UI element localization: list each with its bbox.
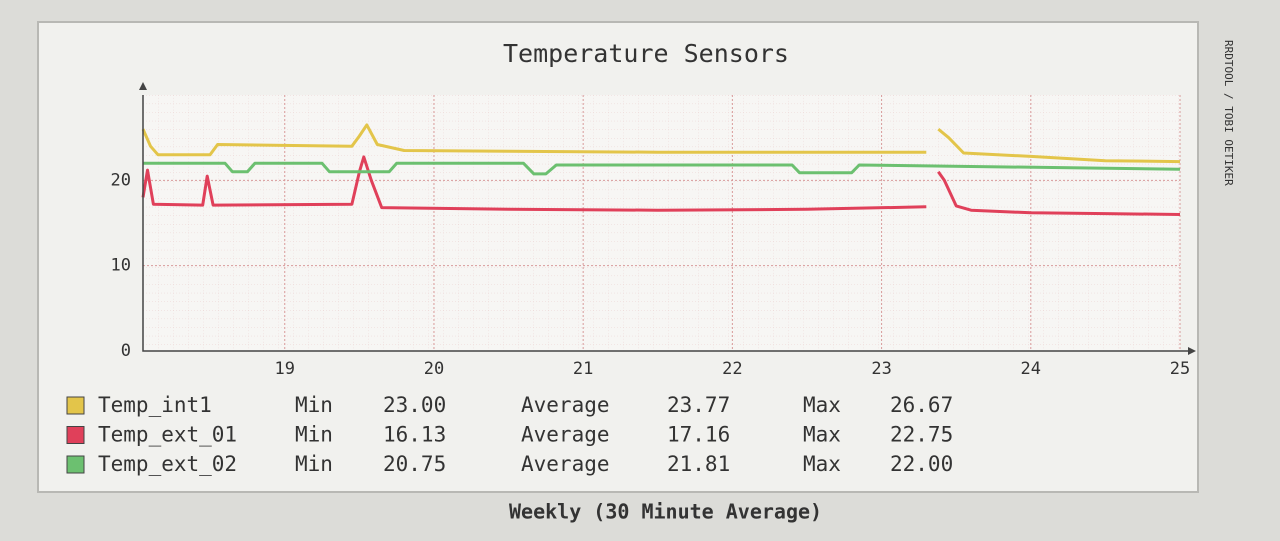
stat-value: 16.13 (383, 423, 446, 447)
stat-label: Average (521, 423, 610, 447)
stat-label: Min (295, 452, 333, 476)
stat-value: 22.75 (890, 423, 953, 447)
stat-value: 17.16 (667, 423, 730, 447)
x-tick-label: 22 (722, 359, 742, 379)
lines (141, 123, 1181, 216)
stat-label: Min (295, 423, 333, 447)
axes (142, 95, 1190, 352)
minor-grid (143, 95, 1180, 351)
stat-value: 26.67 (890, 393, 953, 417)
stat-label: Min (295, 393, 333, 417)
stat-label: Average (521, 393, 610, 417)
x-tick-label: 21 (573, 359, 593, 379)
series-line (141, 123, 1181, 164)
caption: Weekly (30 Minute Average) (509, 500, 822, 524)
stat-label: Max (803, 452, 841, 476)
x-tick-label: 24 (1021, 359, 1041, 379)
stat-value: 22.00 (890, 452, 953, 476)
legend-label: Temp_int1 (98, 393, 212, 417)
legend-swatch (66, 426, 85, 444)
x-tick-label: 20 (424, 359, 444, 379)
y-tick-label: 20 (111, 170, 131, 190)
legend-label: Temp_ext_01 (98, 423, 237, 447)
stat-value: 20.75 (383, 452, 446, 476)
stat-value: 23.77 (667, 393, 730, 417)
x-tick-label: 19 (275, 359, 295, 379)
y-tick-label: 10 (111, 256, 131, 276)
legend-swatch (66, 396, 85, 415)
x-tick-label: 23 (871, 359, 891, 379)
stat-label: Max (803, 423, 841, 447)
watermark: RRDTOOL / TOBI OETIKER (1222, 40, 1235, 186)
legend-swatch (66, 455, 85, 474)
stat-label: Average (521, 452, 610, 476)
chart-title: Temperature Sensors (503, 39, 789, 68)
legend: Temp_int1 Min 23.00 Average 23.77 Max 26.67 Tem… (66, 393, 953, 476)
series-line (143, 161, 1181, 176)
legend-label: Temp_ext_02 (98, 452, 237, 476)
y-tick-label: 0 (121, 341, 131, 361)
stat-label: Max (803, 393, 841, 417)
stat-value: 21.81 (667, 452, 730, 476)
stat-value: 23.00 (383, 393, 446, 417)
x-tick-label: 25 (1170, 359, 1190, 379)
